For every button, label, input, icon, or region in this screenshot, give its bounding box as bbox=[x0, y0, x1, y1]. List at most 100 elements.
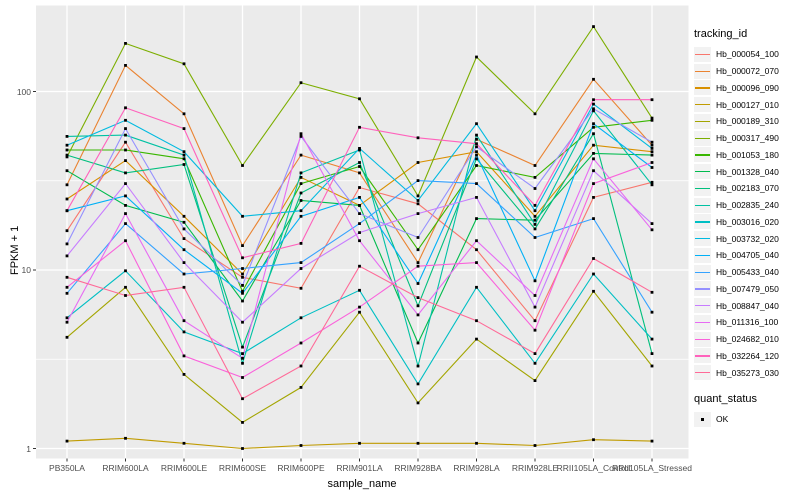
y-tick-label: 100 bbox=[16, 86, 31, 97]
legend-key-swatch bbox=[694, 147, 711, 163]
data-point-Hb_035273_030 bbox=[416, 296, 420, 299]
data-point-Hb_032264_120 bbox=[241, 256, 244, 260]
data-point-Hb_024682_010 bbox=[65, 285, 69, 289]
data-point-Hb_000054_100 bbox=[475, 248, 478, 252]
data-point-Hb_003732_020 bbox=[124, 118, 127, 122]
data-point-Hb_000317_490 bbox=[241, 164, 244, 167]
data-point-Hb_000317_490 bbox=[592, 25, 595, 28]
legend-item: Hb_000072_070 bbox=[694, 63, 798, 80]
data-point-Hb_002183_070 bbox=[416, 304, 420, 308]
legend-key-line bbox=[695, 221, 710, 223]
data-point-Hb_003732_020 bbox=[650, 147, 654, 150]
data-point-Hb_003732_020 bbox=[299, 209, 303, 213]
data-point-Hb_035273_030 bbox=[182, 285, 186, 289]
data-point-Hb_000127_010 bbox=[124, 436, 127, 440]
legend-item-label: Hb_000054_100 bbox=[716, 49, 779, 60]
data-point-Hb_000054_100 bbox=[358, 186, 361, 189]
data-point-Hb_002835_240 bbox=[650, 183, 654, 187]
data-point-Hb_007479_050 bbox=[416, 236, 420, 239]
data-point-Hb_000127_010 bbox=[358, 441, 361, 445]
data-point-Hb_003016_020 bbox=[475, 285, 478, 289]
data-point-Hb_032264_120 bbox=[358, 125, 361, 129]
data-point-Hb_000072_070 bbox=[533, 164, 537, 167]
data-point-Hb_001053_180 bbox=[650, 118, 654, 122]
data-point-Hb_000189_310 bbox=[650, 364, 654, 368]
legend-item: Hb_000189_310 bbox=[694, 113, 798, 130]
legend-item: Hb_000054_100 bbox=[694, 46, 798, 63]
data-point-Hb_035273_030 bbox=[533, 352, 537, 355]
legend-key-line bbox=[695, 187, 710, 190]
data-point-Hb_005433_040 bbox=[358, 222, 361, 225]
legend-key-swatch bbox=[694, 130, 711, 146]
legend-key-swatch bbox=[694, 298, 711, 314]
data-point-Hb_008847_040 bbox=[533, 305, 537, 309]
data-point-Hb_001328_040 bbox=[592, 152, 595, 155]
x-tick-label: RRIM600PE bbox=[277, 463, 325, 473]
data-point-Hb_001328_040 bbox=[299, 199, 303, 202]
data-point-Hb_000096_090 bbox=[592, 143, 595, 147]
data-point-Hb_011316_100 bbox=[299, 132, 303, 136]
legend-key-swatch bbox=[694, 46, 711, 62]
data-point-Hb_008847_040 bbox=[299, 267, 303, 270]
x-tick-label: RRII105LA_Stressed bbox=[612, 463, 692, 473]
legend-item-label: Hb_000317_490 bbox=[716, 133, 779, 144]
data-point-Hb_032264_120 bbox=[124, 106, 127, 110]
data-point-Hb_007479_050 bbox=[124, 127, 127, 130]
data-point-Hb_005433_040 bbox=[65, 291, 69, 295]
data-point-Hb_011316_100 bbox=[533, 294, 537, 297]
legend-key-line bbox=[695, 305, 710, 307]
data-point-Hb_000317_490 bbox=[299, 81, 303, 85]
data-point-Hb_000189_310 bbox=[358, 310, 361, 314]
data-point-Hb_024682_010 bbox=[650, 161, 654, 164]
data-point-Hb_007479_050 bbox=[299, 135, 303, 138]
data-point-Hb_000127_010 bbox=[650, 439, 654, 443]
data-point-Hb_002835_240 bbox=[416, 364, 420, 368]
data-point-Hb_003732_020 bbox=[533, 209, 537, 213]
data-point-Hb_003016_020 bbox=[299, 316, 303, 320]
legend-item: Hb_002835_240 bbox=[694, 197, 798, 214]
data-point-Hb_035273_030 bbox=[650, 290, 654, 294]
data-point-Hb_008847_040 bbox=[358, 231, 361, 234]
legend-title-tracking-id: tracking_id bbox=[694, 28, 748, 40]
data-point-Hb_002183_070 bbox=[592, 132, 595, 136]
data-point-Hb_001328_040 bbox=[533, 218, 537, 222]
data-point-Hb_001053_180 bbox=[358, 165, 361, 168]
data-point-Hb_003732_020 bbox=[416, 199, 420, 202]
legend-item-label: Hb_000127_010 bbox=[716, 99, 779, 110]
data-point-Hb_000189_310 bbox=[65, 335, 69, 339]
data-point-Hb_007479_050 bbox=[533, 187, 537, 190]
data-point-Hb_001328_040 bbox=[182, 220, 186, 224]
x-axis-title: sample_name bbox=[327, 478, 397, 490]
data-point-Hb_004705_040 bbox=[124, 194, 127, 198]
data-point-Hb_024682_010 bbox=[592, 182, 595, 185]
data-point-Hb_002835_240 bbox=[533, 223, 537, 226]
legend-key-swatch bbox=[694, 113, 711, 129]
data-point-Hb_003732_020 bbox=[65, 143, 69, 147]
legend-item: Hb_003732_020 bbox=[694, 230, 798, 247]
data-point-Hb_003732_020 bbox=[182, 150, 186, 154]
data-point-Hb_000189_310 bbox=[299, 386, 303, 389]
legend-item-label: Hb_001328_040 bbox=[716, 166, 779, 177]
data-point-Hb_001053_180 bbox=[124, 148, 127, 152]
data-point-Hb_000096_090 bbox=[241, 272, 244, 276]
data-point-Hb_000096_090 bbox=[124, 159, 127, 162]
data-point-Hb_011316_100 bbox=[592, 157, 595, 161]
legend-key-swatch bbox=[694, 180, 711, 196]
legend-key-line bbox=[695, 288, 710, 290]
legend-key-swatch bbox=[694, 63, 711, 79]
data-point-Hb_003016_020 bbox=[650, 337, 654, 341]
data-point-Hb_000072_070 bbox=[241, 244, 244, 247]
data-point-Hb_005433_040 bbox=[124, 222, 127, 225]
data-point-Hb_001328_040 bbox=[241, 299, 244, 303]
data-point-Hb_004705_040 bbox=[182, 248, 186, 252]
data-point-Hb_000317_490 bbox=[358, 97, 361, 101]
y-tick-label: 1 bbox=[26, 443, 31, 454]
data-point-Hb_001328_040 bbox=[475, 217, 478, 220]
data-point-Hb_000072_070 bbox=[416, 261, 420, 264]
legend-item-label: Hb_003732_020 bbox=[716, 233, 779, 244]
data-point-Hb_035273_030 bbox=[65, 275, 69, 279]
legend-quant-status: quant_status OK bbox=[694, 393, 798, 428]
legend-item-label: Hb_008847_040 bbox=[716, 300, 779, 311]
data-point-Hb_000072_070 bbox=[182, 112, 186, 116]
